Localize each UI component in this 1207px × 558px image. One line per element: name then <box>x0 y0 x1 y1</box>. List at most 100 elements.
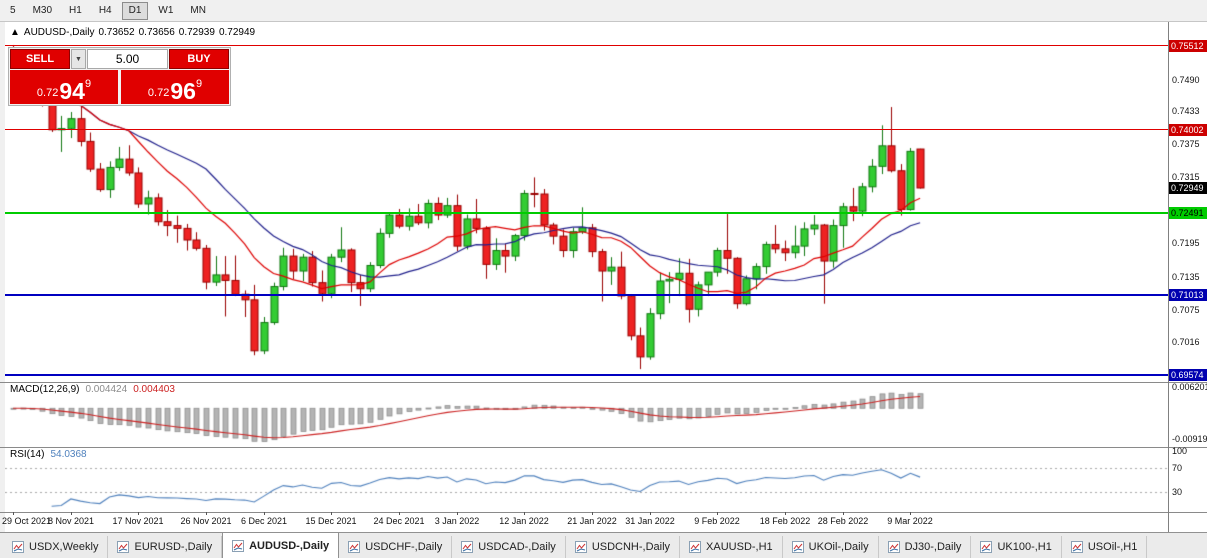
chart-icon <box>348 541 361 553</box>
chart-icon <box>461 541 474 553</box>
horizontal-level-line[interactable] <box>5 212 1168 214</box>
date-tick <box>843 512 844 515</box>
timeframe-button-h4[interactable]: H4 <box>98 5 112 16</box>
chart-icon <box>12 541 24 553</box>
volume-input[interactable] <box>87 49 168 69</box>
rsi-name: RSI(14) <box>10 449 45 460</box>
buy-price-pip-digit: 9 <box>195 78 203 90</box>
price-level-badge: 0.75512 <box>1169 40 1207 52</box>
sell-price-pip-digit: 9 <box>84 78 92 90</box>
chart-icon <box>980 541 993 553</box>
date-label: 29 Oct 2021 <box>2 516 52 526</box>
chart-tab-label: USDCHF-,Daily <box>365 541 443 553</box>
date-label: 8 Nov 2021 <box>47 516 95 526</box>
one-click-collapse-icon[interactable]: ▲ <box>10 27 20 38</box>
chart-title: ▲ AUDUSD-,Daily 0.73652 0.73656 0.72939 0.729… <box>10 27 259 38</box>
chart-icon <box>791 541 804 553</box>
rsi-panel-divider[interactable] <box>0 447 1207 448</box>
horizontal-level-line[interactable] <box>5 45 1168 46</box>
horizontal-level-line[interactable] <box>5 129 1168 130</box>
price-tick-label: 0.7195 <box>1172 238 1200 249</box>
ohlc-low: 0.72939 <box>178 27 215 38</box>
buy-price-button[interactable]: 0.72 96 9 <box>121 70 229 104</box>
chart-tab-label: XAUUSD-,H1 <box>706 541 773 553</box>
date-tick <box>524 512 525 515</box>
date-tick <box>399 512 400 515</box>
price-level-badge: 0.71013 <box>1169 289 1207 301</box>
rsi-axis-label: 100 <box>1172 446 1188 456</box>
chart-icon <box>887 541 900 553</box>
date-tick <box>264 512 265 515</box>
buy-price-big-digits: 96 <box>170 78 196 105</box>
chart-tab-xauusd-h1[interactable]: XAUUSD-,H1 <box>680 536 783 558</box>
chart-tab-uk100-h1[interactable]: UK100-,H1 <box>971 536 1062 558</box>
date-label: 12 Jan 2022 <box>499 516 549 526</box>
price-tick-label: 0.7016 <box>1172 337 1200 348</box>
macd-indicator-label: MACD(12,26,9) 0.004424 0.004403 <box>10 384 175 395</box>
chart-tab-label: AUDUSD-,Daily <box>249 539 330 552</box>
macd-panel-divider[interactable] <box>0 382 1207 383</box>
ohlc-open: 0.73652 <box>98 27 135 38</box>
date-tick <box>910 512 911 515</box>
date-label: 9 Feb 2022 <box>694 516 740 526</box>
chart-tab-label: USDCAD-,Daily <box>478 541 556 553</box>
price-tick-label: 0.7315 <box>1172 171 1200 182</box>
chevron-down-icon: ▼ <box>75 55 82 63</box>
date-label: 15 Dec 2021 <box>305 516 357 526</box>
chart-tab-usoil-h1[interactable]: USOil-,H1 <box>1061 536 1148 558</box>
sell-button[interactable]: SELL <box>10 49 70 69</box>
price-tick-label: 0.7433 <box>1172 106 1200 117</box>
price-tick-label: 0.7075 <box>1172 304 1200 315</box>
chart-tab-usdchf-daily[interactable]: USDCHF-,Daily <box>339 536 453 558</box>
horizontal-level-line[interactable] <box>5 294 1168 296</box>
date-label: 18 Feb 2022 <box>759 516 811 526</box>
chart-symbol-label: AUDUSD-,Daily <box>23 27 95 38</box>
timeframe-button-5[interactable]: 5 <box>10 5 16 16</box>
timeframe-button-d1[interactable]: D1 <box>121 1 149 20</box>
date-tick <box>650 512 651 515</box>
date-label: 28 Feb 2022 <box>817 516 869 526</box>
chart-tab-label: DJ30-,Daily <box>904 541 962 553</box>
timeframe-button-m30[interactable]: M30 <box>32 5 53 16</box>
one-click-trade-panel: SELL ▼ BUY 0.72 94 9 0.72 96 9 <box>8 47 231 106</box>
rsi-indicator-label: RSI(14) 54.0368 <box>10 449 87 460</box>
chart-tab-label: USOil-,H1 <box>1087 541 1138 553</box>
chart-tab-ukoil-daily[interactable]: UKOil-,Daily <box>782 536 879 558</box>
rsi-axis-label: 30 <box>1172 486 1183 497</box>
time-axis-divider <box>0 512 1207 513</box>
chart-tab-usdx-weekly[interactable]: USDX,Weekly <box>3 536 109 558</box>
chart-icon <box>574 541 587 553</box>
timeframe-button-h1[interactable]: H1 <box>69 5 82 16</box>
price-tick-label: 0.7375 <box>1172 138 1200 149</box>
sell-price-big-digits: 94 <box>59 78 85 105</box>
horizontal-level-line[interactable] <box>5 374 1168 376</box>
chart-tab-label: UK100-,H1 <box>997 541 1052 553</box>
trade-panel-controls: SELL ▼ BUY <box>10 49 229 69</box>
chart-tab-label: EURUSD-,Daily <box>134 541 213 553</box>
sell-price-prefix: 0.72 <box>36 87 59 99</box>
date-label: 3 Jan 2022 <box>434 516 480 526</box>
sell-price-button[interactable]: 0.72 94 9 <box>10 70 118 104</box>
chart-tab-usdcnh-daily[interactable]: USDCNH-,Daily <box>565 536 681 558</box>
rsi-value: 54.0368 <box>50 449 87 460</box>
chart-tab-label: USDCNH-,Daily <box>591 541 671 553</box>
ohlc-high: 0.73656 <box>138 27 175 38</box>
order-type-dropdown[interactable]: ▼ <box>71 49 86 69</box>
timeframe-button-mn[interactable]: MN <box>190 5 206 16</box>
rsi-axis-label: 70 <box>1172 463 1183 474</box>
chart-tabs-bar: USDX,Weekly EURUSD-,Daily AUDUSD-,Daily USD… <box>0 532 1207 558</box>
timeframe-button-w1[interactable]: W1 <box>158 5 174 16</box>
chart-tab-usdcad-daily[interactable]: USDCAD-,Daily <box>452 536 566 558</box>
date-label: 26 Nov 2021 <box>180 516 232 526</box>
price-level-badge: 0.74002 <box>1169 124 1207 136</box>
chart-tab-audusd-daily[interactable]: AUDUSD-,Daily <box>222 532 340 558</box>
chart-icon <box>1070 541 1083 553</box>
buy-button[interactable]: BUY <box>169 49 229 69</box>
price-tick-label: 0.7490 <box>1172 74 1200 85</box>
date-tick <box>457 512 458 515</box>
chart-tab-eurusd-daily[interactable]: EURUSD-,Daily <box>108 536 223 558</box>
price-axis-separator <box>1168 22 1169 532</box>
date-label: 9 Mar 2022 <box>887 516 933 526</box>
chart-tab-dj30-daily[interactable]: DJ30-,Daily <box>878 536 972 558</box>
